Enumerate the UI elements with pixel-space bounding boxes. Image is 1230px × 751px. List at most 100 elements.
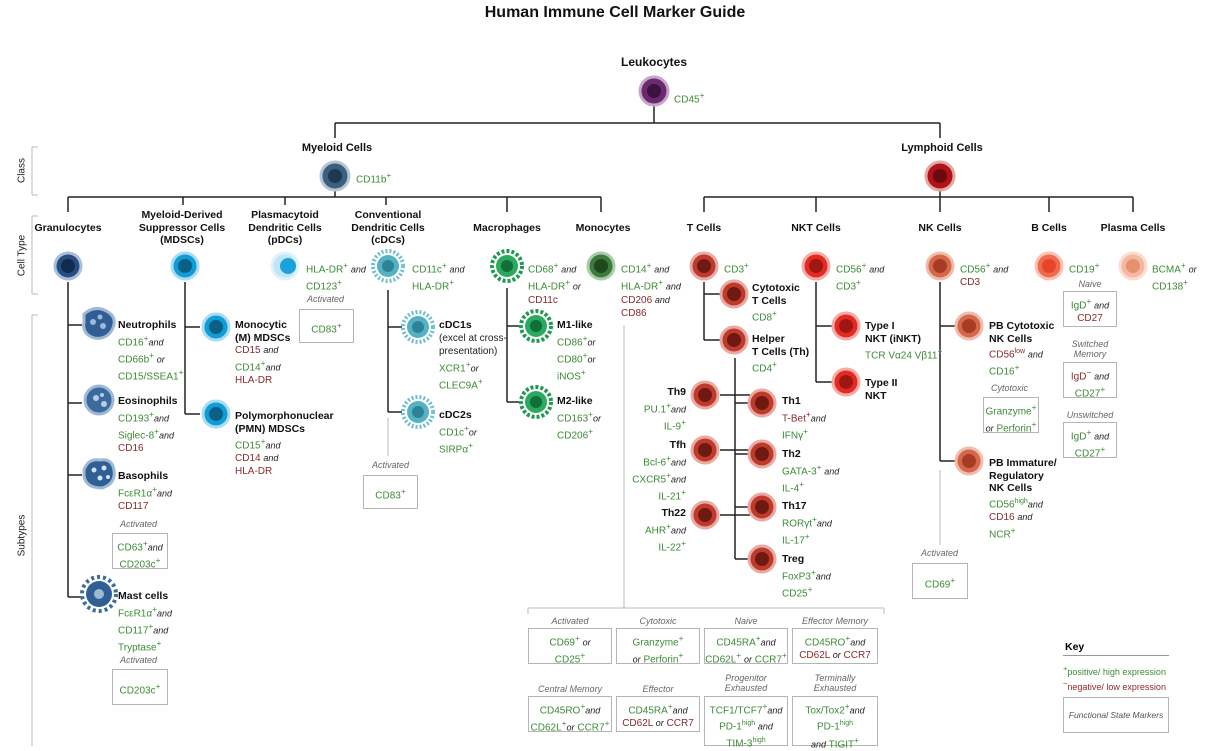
cytotoxic-t-entry: Cytotoxic T Cells CD8+ [752,282,800,324]
cdc-activated-caption: Activated [372,460,410,470]
cdc-cell-icon [371,249,405,283]
plasma-cell-icon [1118,251,1148,281]
th1-entry: Th1 T-Bet+and IFNγ+ [782,395,826,442]
granulocyte-cell-icon [53,251,83,281]
page-title: Human Immune Cell Marker Guide [484,4,746,21]
helper-t-entry: Helper T Cells (Th) CD4+ [752,333,810,375]
mast-activated-box: CD203c+ [112,669,168,705]
helper-t-cell-icon [719,325,749,355]
leukocytes-marker: CD45+ [674,90,705,106]
tstate-cytotoxic-caption: Cytotoxic [639,616,677,626]
eosinophil-entry: Eosinophils CD193+and Siglec-8+and CD16 [118,395,178,455]
tstate-effector-caption: Effector [642,684,674,694]
tstate-activated-box: CD69+ or CD25+ [528,628,612,666]
nk-cell-icon [925,251,955,281]
lymphoid-cell-icon [924,160,956,192]
cytotoxic-t-cell-icon [719,279,749,309]
cdc1-entry: cDC1s (excel at cross-presentation) XCR1+o… [439,319,507,392]
tstate-cytotoxic-box: Granzyme+ or Perforin+ [616,628,700,666]
th2-cell-icon [747,439,777,469]
pdc-markers: HLA-DR+ and CD123+ [306,260,366,293]
tcell-marker: CD3+ [724,260,749,276]
tstate-naive-box: CD45RA+and CD62L+ or CCR7+ [704,628,788,666]
bcell-switched-box: IgD− and CD27+ [1063,362,1117,400]
tfh-cell-icon [690,435,720,465]
tstate-central-memory-box: CD45RO+and CD62L+or CCR7+ [528,696,612,734]
side-label-subtypes: Subtypes [16,514,28,557]
m-mdsc-cell-icon [201,312,231,342]
th17-entry: Th17 RORγt+and IL-17+ [782,500,832,547]
key-title: Key [1065,641,1085,653]
cdc-activated-box: CD83+ [363,475,418,509]
cdc2-entry: cDC2s CD1c+or SIRPα+ [439,409,477,456]
cdc1-cell-icon [401,310,435,344]
basophil-activated-caption: Activated [120,519,158,529]
bcell-unswitched-caption: Unswitched [1066,410,1114,420]
m2-macrophage-cell-icon [519,385,553,419]
eosinophil-cell-icon [83,384,115,416]
th22-cell-icon [690,500,720,530]
bcells-label: B Cells [1031,222,1067,234]
m2-entry: M2-like CD163+or CD206+ [557,395,602,442]
nk-activated-box: CD69+ [912,563,968,599]
cdc2-cell-icon [401,395,435,429]
key-functional-state-box: Functional State Markers [1063,697,1169,733]
pb-cytotoxic-entry: PB Cytotoxic NK Cells CD56low and CD16+ [989,320,1055,378]
pb-immature-entry: PB Immature/Regulatory NK Cells CD56highan… [989,457,1057,541]
macrophages-label: Macrophages [473,222,541,234]
treg-cell-icon [747,544,777,574]
neutrophil-cell-icon [82,307,116,340]
pdc-activated-box: CD83+ [299,309,354,343]
basophil-cell-icon [82,458,116,490]
th9-entry: Th9 PU.1+and IL-9+ [643,386,686,433]
myeloid-cell-icon [319,160,351,192]
myeloid-label: Myeloid Cells [301,142,373,154]
pmn-mdsc-cell-icon [201,399,231,429]
nkt-markers: CD56+ and CD3+ [836,260,885,293]
th1-cell-icon [747,388,777,418]
m1-entry: M1-like CD86+or CD80+or iNOS+ [557,319,596,383]
key-positive: +positive/ high expression [1063,664,1166,677]
neutrophil-entry: Neutrophils CD16+and CD66b+ or CD15/SSEA1+ [118,319,184,383]
pdc-activated-caption: Activated [307,294,345,304]
tstate-central-memory-caption: Central Memory [537,684,602,694]
th22-entry: Th22 AHR+and IL-22+ [644,507,686,554]
bcell-switched-caption: Switched Memory [1071,339,1109,359]
bcell-naive-box: IgD+ and CD27 [1063,291,1117,327]
monocytes-label: Monocytes [575,222,631,234]
m1-macrophage-cell-icon [519,309,553,343]
key-negative: −negative/ low expression [1063,679,1166,692]
macrophage-cell-icon [490,249,524,283]
pdc-cell-icon [270,251,300,281]
side-label-cell-type: Cell Type [16,234,28,277]
th9-cell-icon [690,380,720,410]
tstate-effector-memory-box: CD45RO+and CD62L or CCR7 [792,628,878,664]
tstate-progenitor-box: TCF1/TCF7+and PD-1high and TIM-3high [704,696,788,749]
th2-entry: Th2 GATA-3+ and IL-4+ [782,448,840,495]
nkt2-cell-icon [831,367,861,397]
nkt2-entry: Type II NKT [865,377,898,402]
macrophage-markers: CD68+ and HLA-DR+ or CD11c [528,260,581,306]
tcell-cell-icon [689,251,719,281]
inkt-cell-icon [831,311,861,341]
tstate-terminal-box: Tox/Tox2+and PD-1high and TIGIT+ [792,696,878,750]
pmn-mdsc-entry: Polymorphonuclear (PMN) MDSCs CD15+and CD14… [235,410,334,478]
basophil-entry: Basophils FcεR1α+and CD117 [118,470,173,512]
plasma-markers: BCMA+ or CD138+ [1152,260,1197,293]
side-label-class: Class [16,158,28,184]
granulocytes-label: Granulocytes [34,222,102,234]
pdc-label: Plasmacytoid Dendritic Cells (pDCs) [248,209,322,246]
tfh-entry: Tfh Bcl-6+and CXCR5+and IL-21+ [632,439,686,503]
pb-cytotoxic-nk-cell-icon [954,311,984,341]
leukocyte-cell-icon [638,75,670,107]
mdsc-cell-icon [170,251,200,281]
inkt-entry: Type I NKT (iNKT) TCR Vα24 Vβ11+ [865,320,943,362]
monocyte-cell-icon [586,251,616,281]
pb-immature-nk-cell-icon [954,446,984,476]
basophil-activated-box: CD63+and CD203c+ [112,533,168,571]
bcell-cell-icon [1034,251,1064,281]
tstate-terminal-caption: Terminally Exhausted [813,673,857,693]
lymphoid-label: Lymphoid Cells [901,142,983,154]
bcell-marker: CD19+ [1069,260,1100,276]
